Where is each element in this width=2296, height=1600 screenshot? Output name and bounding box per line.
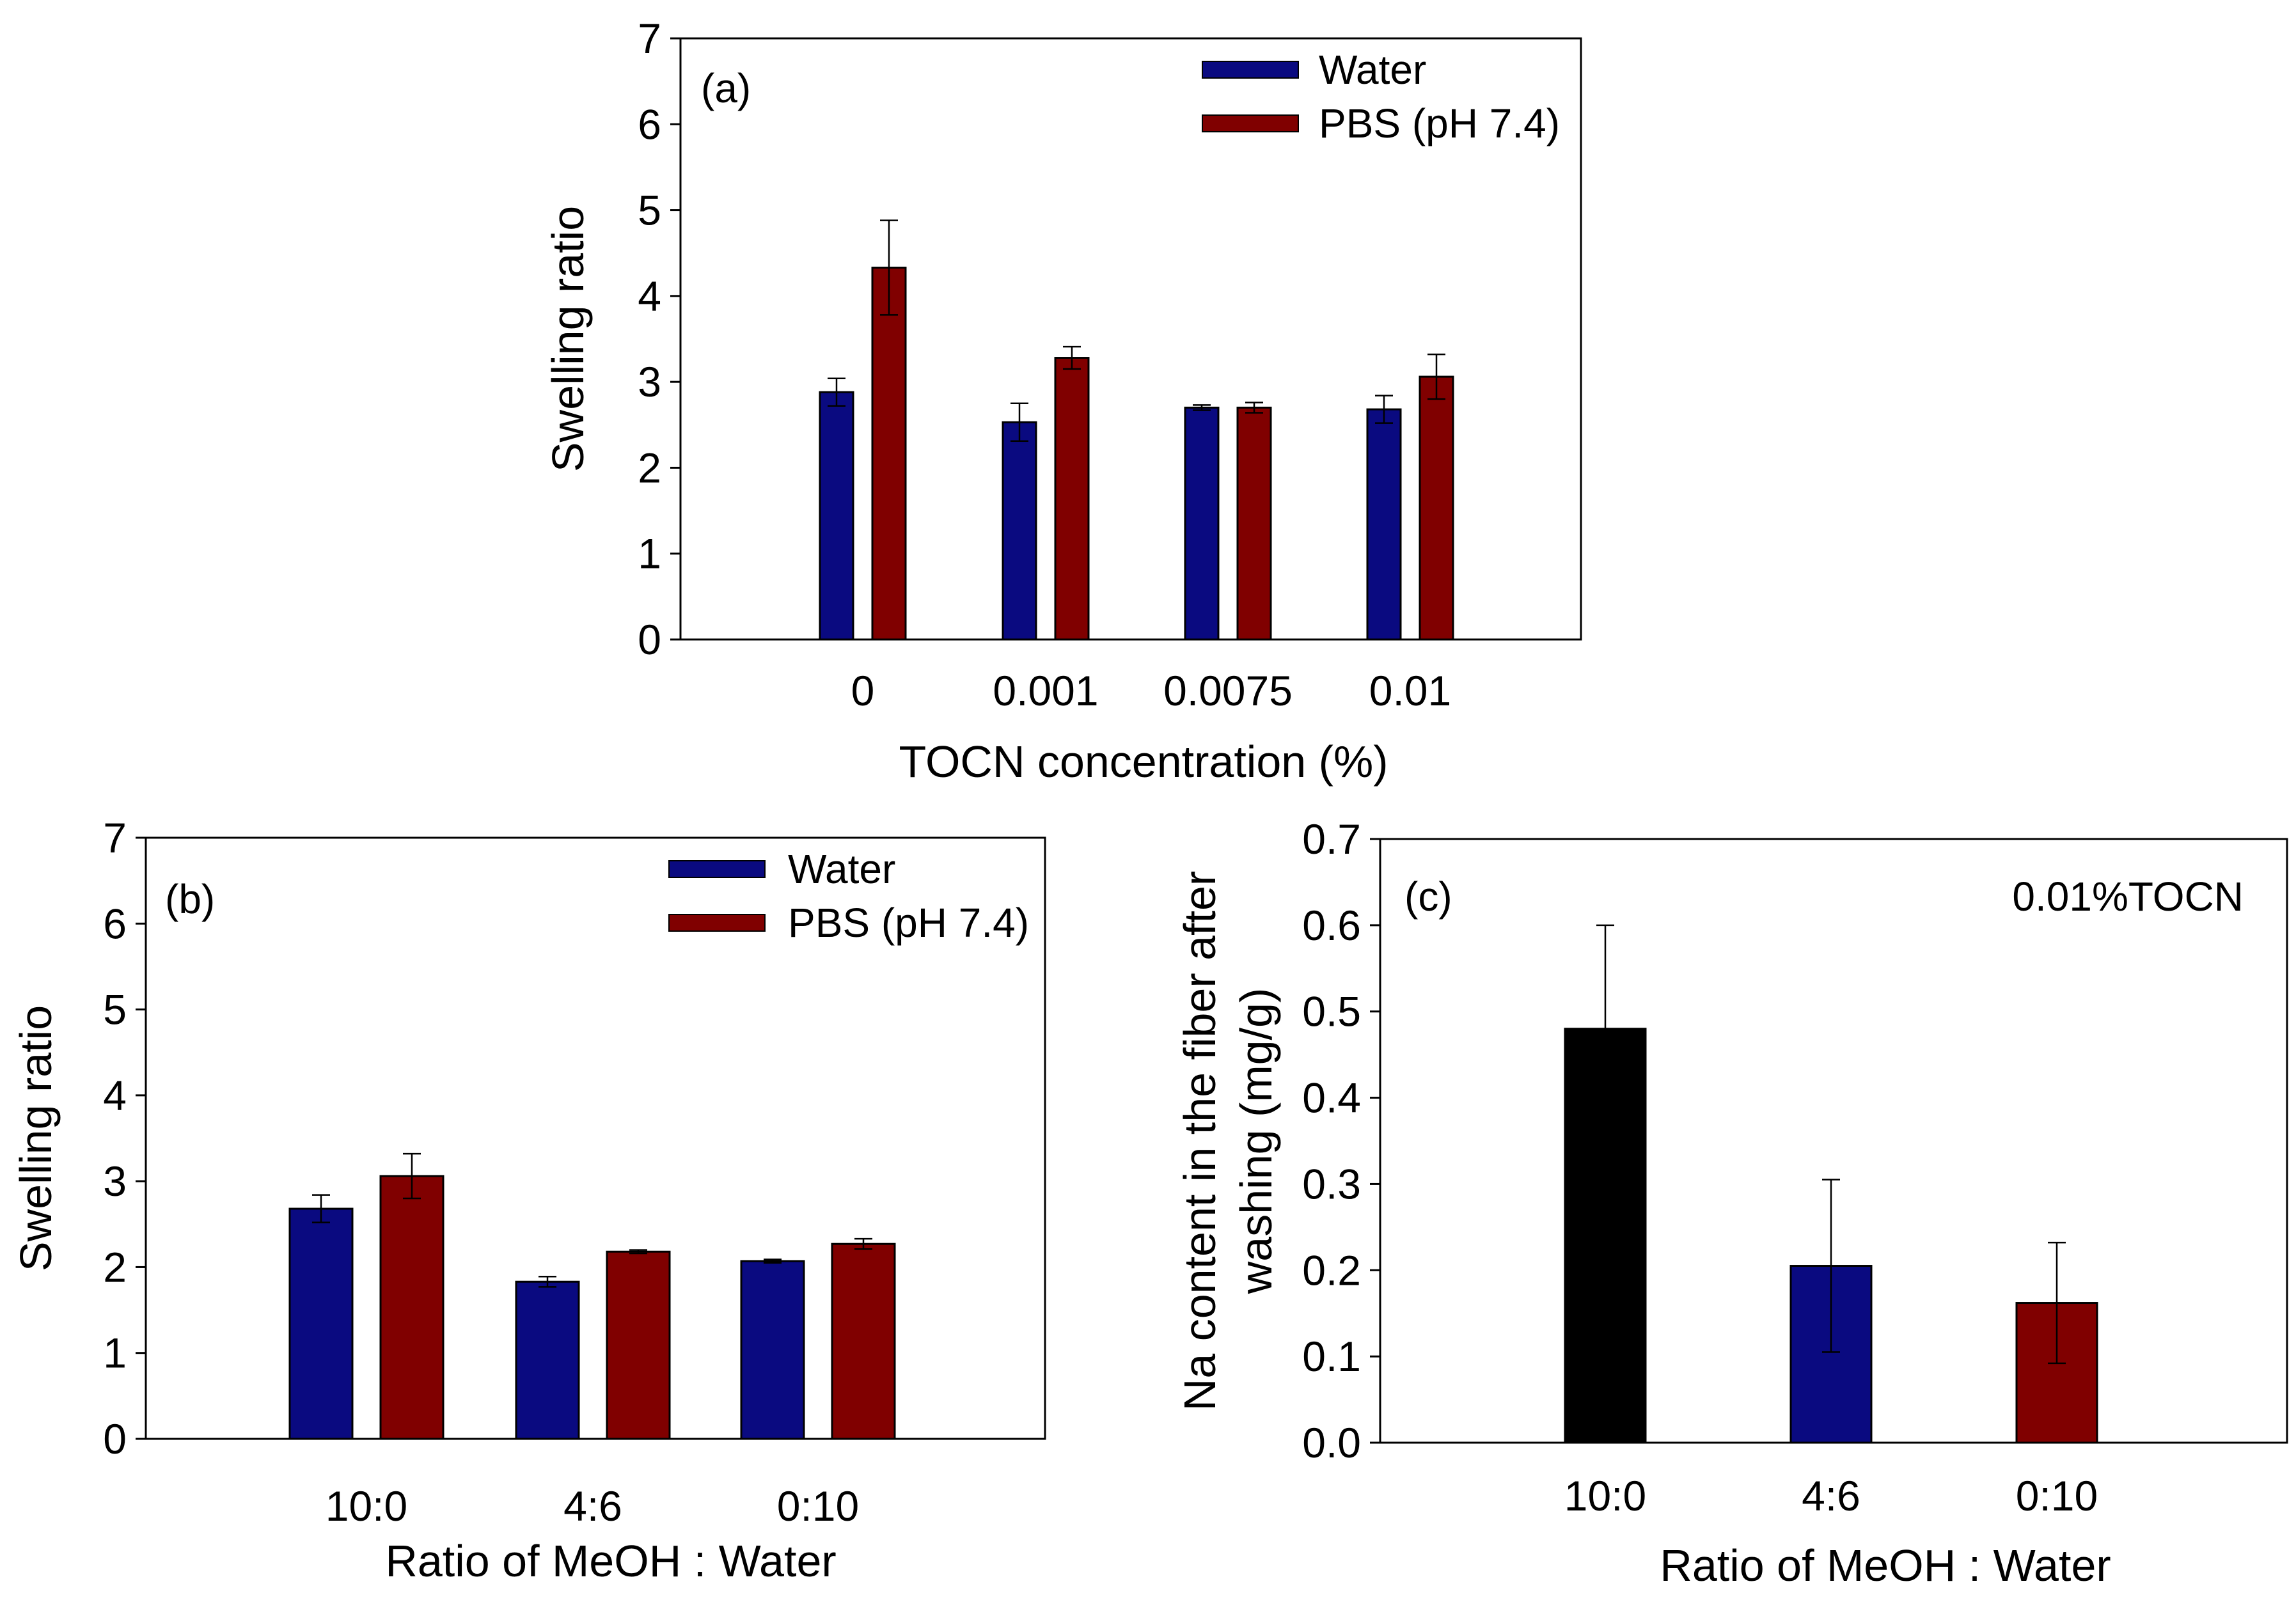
panel-a-x-tick-label: 0.01 <box>1369 667 1451 714</box>
panel-a-water-bar <box>1366 408 1402 641</box>
panel-b-y-tick-label: 1 <box>103 1329 127 1377</box>
panel-b-y-tick-label: 7 <box>103 814 127 861</box>
panel-a-label: (a) <box>701 65 751 111</box>
panel-a-x-tick-label: 0.0075 <box>1163 667 1293 714</box>
panel-c-x-tick-label: 0:10 <box>2016 1472 2098 1519</box>
panel-a-legend: Water PBS (pH 7.4) <box>1202 47 1560 146</box>
panel-a-pbs-bar <box>1236 406 1272 641</box>
panel-a-legend-swatch-water <box>1202 61 1299 79</box>
panel-a-y-tick-label: 6 <box>638 100 661 148</box>
panel-a-x-axis-label: TOCN concentration (%) <box>899 737 1388 787</box>
panel-a-legend-swatch-pbs <box>1202 114 1299 132</box>
panel-c-y-tick-label: 0.0 <box>1302 1419 1361 1466</box>
panel-a-bars <box>819 219 1454 641</box>
panel-b-y-tick-label: 0 <box>103 1415 127 1463</box>
panel-b-y-tick-label: 3 <box>103 1157 127 1205</box>
panel-b-label: (b) <box>165 876 215 922</box>
panel-c-y-tick-label: 0.6 <box>1302 902 1361 949</box>
panel-b-pbs-bar <box>831 1243 896 1440</box>
panel-b-y-axis: 0 1 2 3 4 5 6 7 <box>103 814 146 1463</box>
panel-b-x-tick-label: 0:10 <box>777 1482 859 1530</box>
panel-b-y-tick-label: 2 <box>103 1243 127 1290</box>
panel-c-bars <box>1564 924 2098 1444</box>
panel-a-water-bar <box>1002 421 1037 641</box>
panel-a-y-axis: 0 1 2 3 4 5 6 7 <box>638 15 680 663</box>
panel-c-y-tick-label: 0.4 <box>1302 1074 1361 1122</box>
panel-a-y-tick-label: 3 <box>638 358 661 405</box>
panel-b-water-bar <box>288 1207 354 1440</box>
panel-c-y-tick-label: 0.7 <box>1302 815 1361 863</box>
panel-b-y-tick-label: 5 <box>103 986 127 1033</box>
panel-b-legend: Water PBS (pH 7.4) <box>668 846 1029 946</box>
panel-b-x-tick-label: 10:0 <box>326 1482 407 1530</box>
panel-b-water-bar <box>515 1280 580 1440</box>
panel-c-x-axis: 10:0 4:6 0:10 <box>1564 1472 2098 1519</box>
panel-b-water-bar <box>740 1260 805 1440</box>
panel-b-x-axis: 10:0 4:6 0:10 <box>326 1482 859 1530</box>
panel-a-y-tick-label: 5 <box>638 187 661 234</box>
panel-c-x-axis-label: Ratio of MeOH : Water <box>1660 1541 2111 1590</box>
panel-a-y-tick-label: 0 <box>638 616 661 663</box>
panel-a-legend-label-water: Water <box>1319 47 1426 93</box>
panel-c-y-axis-label-line1: Na content in the fiber after <box>1175 871 1225 1411</box>
panel-b-plot-frame <box>145 836 1046 1440</box>
panel-b-y-axis-label: Swelling ratio <box>11 1005 61 1271</box>
panel-b-x-axis-label: Ratio of MeOH : Water <box>385 1536 836 1586</box>
panel-b-legend-label-water: Water <box>788 846 895 892</box>
panel-a-legend-label-pbs: PBS (pH 7.4) <box>1319 100 1560 146</box>
panel-c: (c) 0.01%TOCN 0.0 0.1 0.2 0.3 0.4 0.5 0.6 0.7 1… <box>1175 815 2288 1590</box>
panel-c-y-tick-label: 0.2 <box>1302 1246 1361 1294</box>
panel-a-y-tick-label: 7 <box>638 15 661 62</box>
panel-a-x-tick-label: 0 <box>851 667 875 714</box>
panel-b-x-tick-label: 4:6 <box>563 1482 622 1530</box>
panel-c-y-tick-label: 0.5 <box>1302 988 1361 1035</box>
panel-c-y-axis-label-line2: washing (mg/g) <box>1231 988 1281 1295</box>
panel-a-plot-frame <box>679 37 1582 641</box>
panel-c-y-tick-label: 0.3 <box>1302 1160 1361 1207</box>
panel-b-pbs-bar <box>379 1175 444 1440</box>
panel-c-y-tick-label: 0.1 <box>1302 1333 1361 1380</box>
panel-a-water-bar <box>1184 406 1220 641</box>
panel-b-y-tick-label: 6 <box>103 900 127 947</box>
panel-a: (a) 0 1 2 3 4 5 6 7 0 0.001 0.0075 0.01 TOCN conce… <box>543 15 1582 787</box>
panel-a-y-tick-label: 1 <box>638 530 661 577</box>
panel-c-x-tick-label: 10:0 <box>1564 1472 1646 1519</box>
panel-a-x-tick-label: 0.001 <box>993 667 1098 714</box>
panel-b-legend-label-pbs: PBS (pH 7.4) <box>788 900 1029 946</box>
panel-c-x-tick-label: 4:6 <box>1802 1472 1860 1519</box>
panel-a-pbs-bar <box>1054 357 1090 641</box>
panel-c-y-axis: 0.0 0.1 0.2 0.3 0.4 0.5 0.6 0.7 <box>1302 815 1380 1466</box>
panel-b-legend-swatch-pbs <box>668 914 766 932</box>
panel-c-label: (c) <box>1404 874 1452 920</box>
panel-b-pbs-bar <box>606 1250 671 1440</box>
panel-a-water-bar <box>819 391 854 641</box>
panel-a-pbs-bar <box>1419 375 1454 641</box>
panel-c-annotation: 0.01%TOCN <box>2012 874 2244 920</box>
panel-a-y-tick-label: 2 <box>638 444 661 491</box>
panel-a-y-tick-label: 4 <box>638 272 661 320</box>
panel-a-pbs-bar <box>871 267 907 641</box>
panel-b: (b) 0 1 2 3 4 5 6 7 10:0 4:6 0:10 Ratio of MeOH :… <box>11 814 1046 1586</box>
panel-b-legend-swatch-water <box>668 860 766 878</box>
panel-b-bars <box>288 1152 896 1440</box>
panel-a-y-axis-label: Swelling ratio <box>543 206 593 472</box>
panel-b-y-tick-label: 4 <box>103 1072 127 1119</box>
panel-a-x-axis: 0 0.001 0.0075 0.01 <box>851 667 1452 714</box>
